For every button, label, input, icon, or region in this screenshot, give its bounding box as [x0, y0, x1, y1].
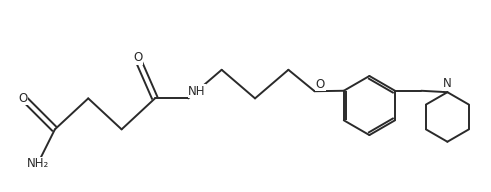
Text: NH: NH: [188, 85, 206, 98]
Text: O: O: [134, 51, 143, 64]
Text: NH₂: NH₂: [27, 157, 49, 170]
Text: O: O: [18, 92, 27, 105]
Text: O: O: [316, 78, 325, 91]
Text: N: N: [443, 77, 452, 90]
